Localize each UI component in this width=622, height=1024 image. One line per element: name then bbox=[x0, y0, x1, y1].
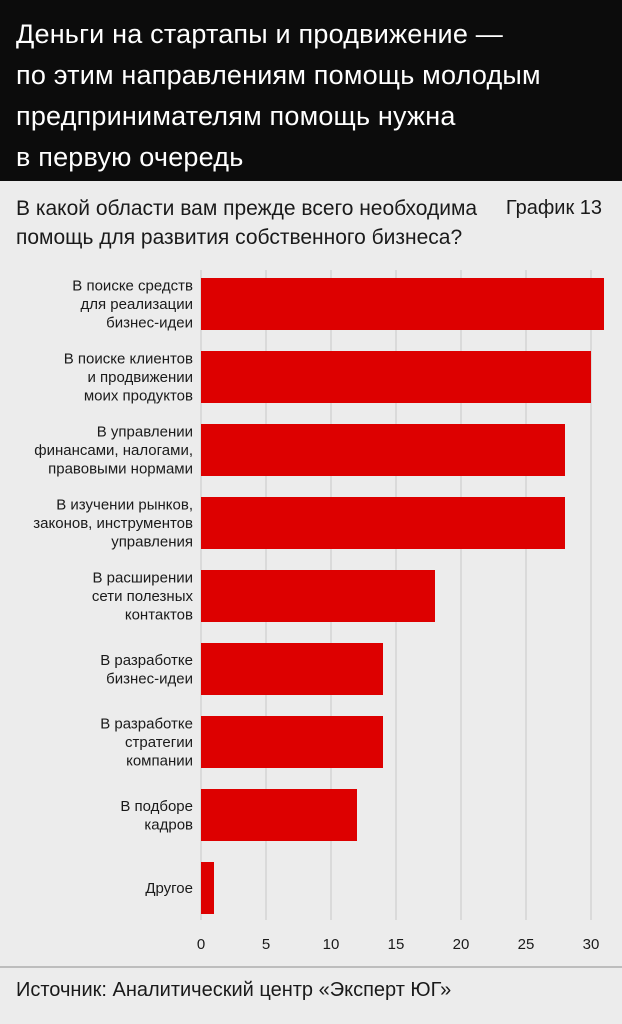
category-label: В поиске средств для реализации бизнес-иде… bbox=[72, 278, 193, 332]
category-label-line: для реализации bbox=[80, 296, 193, 313]
x-tick-label: 10 bbox=[323, 936, 340, 953]
bar bbox=[201, 351, 591, 403]
category-label-line: кадров bbox=[144, 816, 193, 833]
category-label-line: В расширении bbox=[93, 570, 194, 587]
category-label-line: законов, инструментов bbox=[33, 515, 193, 532]
category-label: В подборе кадров bbox=[120, 798, 193, 834]
category-label-line: стратегии bbox=[125, 734, 193, 751]
x-tick-label: 20 bbox=[453, 936, 470, 953]
category-label-line: В поиске средств bbox=[72, 278, 193, 295]
bar bbox=[201, 278, 604, 330]
category-label-line: бизнес-идеи bbox=[106, 315, 193, 332]
x-tick-label: 0 bbox=[197, 936, 205, 953]
category-label: В поиске клиентов и продвижении моих проду… bbox=[64, 351, 193, 405]
category-label-line: управления bbox=[111, 534, 193, 551]
source-divider bbox=[0, 966, 622, 968]
category-label-line: финансами, налогами, bbox=[34, 442, 193, 459]
bar bbox=[201, 424, 565, 476]
bar-chart: В поиске средств для реализации бизнес-иде… bbox=[33, 270, 604, 953]
bar bbox=[201, 570, 435, 622]
x-tick-label: 15 bbox=[388, 936, 405, 953]
chart-headline: Деньги на стартапы и продвижение — по эт… bbox=[16, 19, 541, 172]
chart-number: График 13 bbox=[505, 197, 602, 219]
category-label: В управлении финансами, налогами, правовым… bbox=[34, 424, 193, 478]
x-axis-ticks: 0 5 10 15 20 25 30 bbox=[197, 936, 600, 953]
category-label-line: моих продуктов bbox=[84, 388, 193, 405]
bar bbox=[201, 862, 214, 914]
source-note: Источник: Аналитический центр «Эксперт Ю… bbox=[16, 979, 452, 1001]
bar bbox=[201, 497, 565, 549]
bar bbox=[201, 643, 383, 695]
x-tick-label: 25 bbox=[518, 936, 535, 953]
category-label-line: сети полезных bbox=[92, 588, 194, 605]
category-label-line: Другое bbox=[145, 880, 193, 897]
category-label-line: В разработке bbox=[100, 652, 193, 669]
category-label-line: контактов bbox=[125, 607, 193, 624]
category-label: В разработке бизнес-идеи bbox=[100, 652, 193, 688]
bar bbox=[201, 716, 383, 768]
category-label-line: правовыми нормами bbox=[48, 461, 193, 478]
category-label-line: В разработке bbox=[100, 716, 193, 733]
category-label-line: В подборе bbox=[120, 798, 193, 815]
category-label-line: компании bbox=[126, 753, 193, 770]
category-label-line: бизнес-идеи bbox=[106, 670, 193, 687]
category-label-line: В управлении bbox=[97, 424, 193, 441]
chart-question: В какой области вам прежде всего необход… bbox=[16, 197, 478, 249]
x-tick-label: 30 bbox=[583, 936, 600, 953]
category-label: В разработке стратегии компании bbox=[100, 716, 193, 770]
bars bbox=[201, 278, 604, 914]
category-label-line: В поиске клиентов bbox=[64, 351, 193, 368]
x-tick-label: 5 bbox=[262, 936, 270, 953]
bar bbox=[201, 789, 357, 841]
category-label-line: В изучении рынков, bbox=[56, 497, 193, 514]
category-label: Другое bbox=[145, 880, 193, 897]
category-label-line: и продвижении bbox=[87, 369, 193, 386]
category-label: В изучении рынков, законов, инструментов у… bbox=[33, 497, 193, 551]
category-label: В расширении сети полезных контактов bbox=[92, 570, 194, 624]
header-banner: Деньги на стартапы и продвижение — по эт… bbox=[0, 0, 622, 181]
category-labels: В поиске средств для реализации бизнес-иде… bbox=[33, 278, 193, 898]
